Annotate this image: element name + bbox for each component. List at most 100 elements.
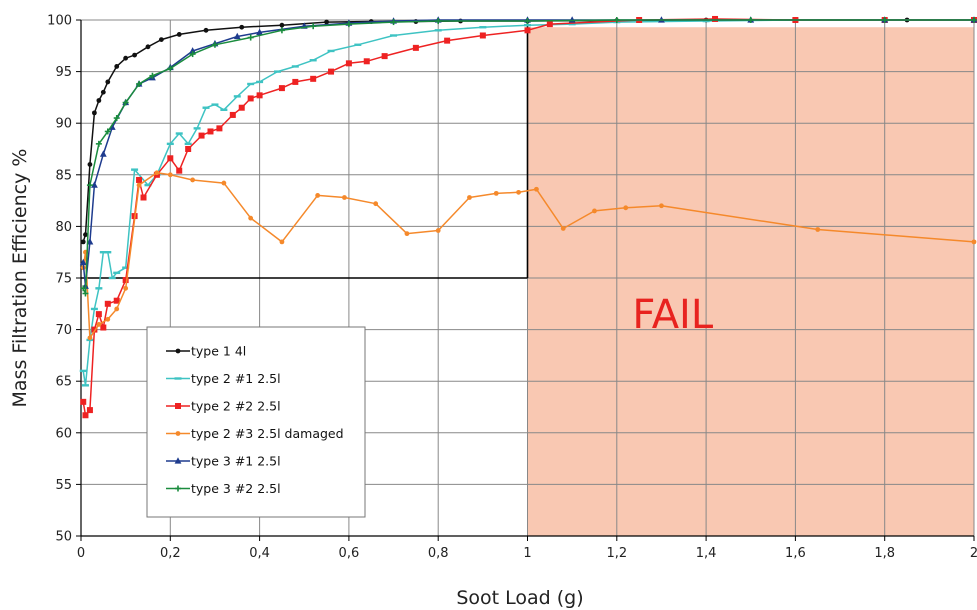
y-tick-label: 55 — [55, 478, 72, 493]
data-point — [216, 125, 223, 132]
data-point — [122, 266, 130, 269]
data-point — [516, 189, 521, 195]
data-point — [238, 104, 245, 111]
data-point — [623, 205, 629, 211]
legend-label: type 2 #3 2.5l damaged — [191, 426, 344, 441]
y-tick-label: 70 — [55, 323, 72, 338]
data-point — [100, 89, 106, 95]
y-tick-label: 75 — [55, 272, 72, 287]
data-point — [247, 34, 254, 41]
x-tick-label: 0 — [77, 546, 85, 561]
data-point — [493, 190, 499, 196]
data-point — [202, 106, 210, 109]
data-point — [310, 23, 317, 30]
data-point — [256, 28, 263, 35]
data-point — [122, 277, 129, 284]
series-line — [82, 18, 974, 417]
data-point — [175, 431, 181, 436]
legend-label: type 1 4l — [191, 344, 246, 359]
data-point — [166, 142, 174, 146]
data-point — [189, 51, 196, 58]
data-point — [279, 22, 285, 28]
data-point — [747, 17, 754, 23]
data-point — [149, 72, 156, 79]
data-point — [108, 276, 116, 280]
legend-label: type 2 #1 2.5l — [191, 371, 281, 386]
data-point — [79, 258, 87, 266]
data-point — [971, 239, 977, 245]
data-point — [404, 231, 410, 237]
legend-label: type 3 #2 2.5l — [191, 481, 281, 496]
data-point — [82, 412, 89, 419]
data-point — [167, 172, 173, 178]
data-point — [247, 82, 255, 86]
data-point — [310, 75, 317, 82]
data-point — [278, 85, 285, 92]
data-point — [90, 181, 98, 188]
data-point — [198, 132, 205, 139]
y-tick-label: 100 — [47, 14, 72, 29]
axis-layer: 0 0,2 0,4 0,6 0,8 1 1,2 1,4 1,6 1,8 2 50 55 60 65 70 75 8… — [47, 14, 977, 562]
series-layer — [79, 15, 977, 419]
data-point — [815, 227, 821, 232]
y-tick-label: 90 — [55, 117, 72, 132]
data-point — [220, 108, 228, 111]
data-point — [99, 150, 107, 157]
data-point — [193, 127, 201, 130]
data-point — [122, 99, 129, 106]
x-tick-label: 1,2 — [606, 546, 627, 561]
data-point — [175, 403, 181, 409]
legend-label: type 3 #1 2.5l — [191, 454, 281, 469]
data-point — [104, 128, 111, 135]
data-point — [136, 182, 142, 188]
y-tick-label: 60 — [55, 426, 72, 441]
data-point — [278, 27, 285, 34]
data-point — [345, 60, 352, 67]
y-axis-title: Mass Filtration Efficiency % — [9, 149, 31, 408]
y-tick-label: 85 — [55, 168, 72, 183]
data-point — [174, 457, 182, 464]
data-point — [524, 27, 531, 34]
data-point — [613, 17, 620, 23]
data-point — [239, 24, 245, 30]
data-point — [105, 79, 111, 85]
data-point — [211, 41, 218, 48]
data-point — [136, 80, 143, 87]
data-point — [363, 58, 370, 65]
x-tick-label: 1,4 — [696, 546, 717, 561]
fail-label: FAIL — [632, 292, 713, 338]
data-point — [96, 98, 102, 103]
data-point — [136, 176, 143, 183]
data-point — [83, 232, 88, 238]
data-point — [479, 32, 486, 39]
data-point — [328, 68, 335, 75]
data-point — [592, 208, 597, 214]
data-point — [80, 285, 87, 292]
data-point — [87, 335, 93, 341]
data-point — [87, 162, 93, 167]
data-point — [434, 29, 442, 32]
data-point — [291, 65, 299, 68]
data-point — [568, 22, 576, 26]
series-line — [82, 19, 974, 387]
data-point — [444, 37, 451, 44]
data-point — [712, 15, 719, 22]
data-point — [184, 142, 192, 146]
data-point — [113, 271, 121, 275]
data-point — [207, 128, 214, 135]
data-point — [189, 47, 197, 54]
data-point — [256, 80, 264, 84]
data-point — [381, 53, 388, 60]
data-point — [373, 201, 379, 207]
data-point — [140, 194, 147, 201]
data-point — [203, 27, 209, 33]
x-tick-label: 2 — [970, 546, 977, 561]
data-point — [91, 326, 98, 333]
data-point — [229, 111, 236, 118]
data-point — [154, 170, 160, 176]
legend-item: type 1 4l — [166, 344, 246, 359]
legend-item: type 3 #2 2.5l — [166, 481, 281, 496]
data-point — [114, 306, 120, 312]
data-point — [327, 49, 335, 53]
data-point — [81, 384, 89, 387]
